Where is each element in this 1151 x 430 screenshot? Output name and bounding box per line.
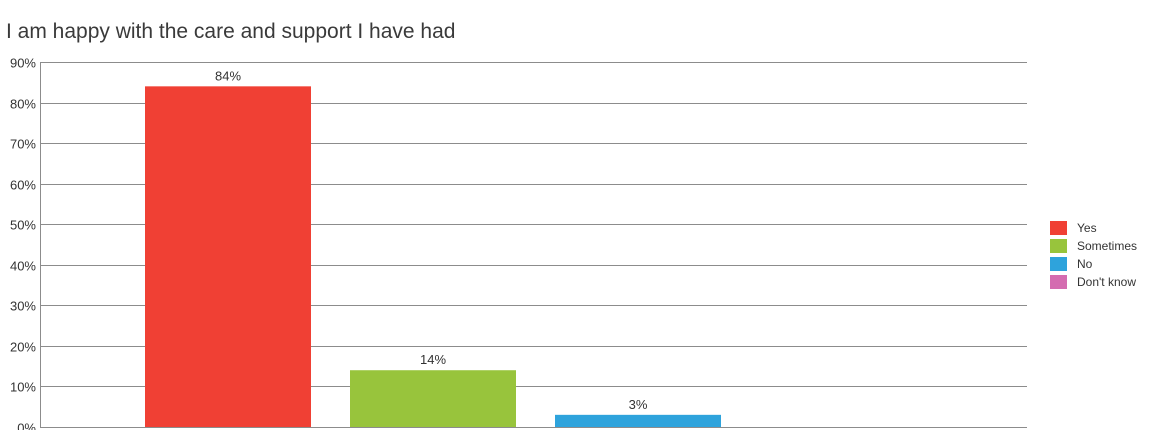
data-label: 84% [215, 68, 241, 83]
y-tick-label: 20% [10, 340, 36, 355]
y-tick-label: 30% [10, 299, 36, 314]
legend-label: Don't know [1077, 275, 1136, 289]
legend-item: Don't know [1050, 273, 1137, 291]
y-tick-label: 10% [10, 380, 36, 395]
data-label: 14% [420, 352, 446, 367]
legend-swatch [1050, 257, 1067, 271]
legend-swatch [1050, 221, 1067, 235]
legend-label: No [1077, 257, 1093, 271]
legend-label: Yes [1077, 221, 1097, 235]
data-label: 3% [629, 397, 648, 412]
legend-item: No [1050, 255, 1137, 273]
y-tick-label: 60% [10, 178, 36, 193]
legend-swatch [1050, 239, 1067, 253]
y-tick-label: 0% [17, 421, 36, 430]
y-tick-label: 70% [10, 137, 36, 152]
legend-item: Yes [1050, 219, 1137, 237]
legend-item: Sometimes [1050, 237, 1137, 255]
chart-legend: Yes Sometimes No Don't know [1050, 219, 1137, 291]
chart-title: I am happy with the care and support I h… [6, 20, 456, 43]
y-tick-label: 90% [10, 56, 36, 71]
y-tick-label: 50% [10, 218, 36, 233]
y-tick-label: 80% [10, 97, 36, 112]
y-tick-label: 40% [10, 259, 36, 274]
legend-label: Sometimes [1077, 239, 1138, 253]
legend-swatch [1050, 275, 1067, 289]
bar-yes [145, 86, 311, 427]
bar-no [555, 414, 721, 427]
bar-sometimes [350, 370, 516, 427]
